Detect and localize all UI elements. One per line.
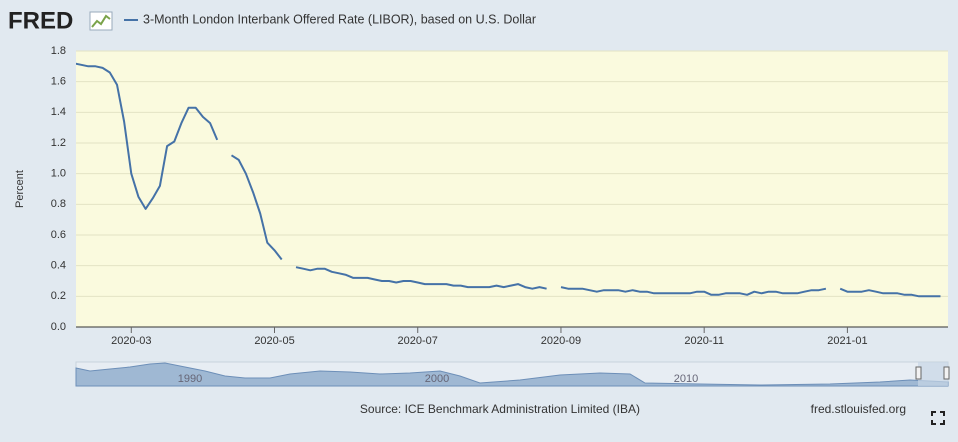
x-tick-label: 2020-11 [684,335,724,347]
y-tick-label: 1.6 [51,76,66,88]
y-tick-label: 0.2 [51,290,66,302]
x-tick-label: 2020-07 [398,335,438,347]
data-line [76,62,941,298]
y-tick-label: 1.0 [51,168,66,180]
y-tick-label: 1.2 [51,137,66,149]
y-tick-label: 0.4 [51,260,66,272]
legend-label: 3-Month London Interbank Offered Rate (L… [143,12,536,26]
y-axis-label: Percent [14,170,26,208]
x-tick-label: 2020-09 [541,335,581,347]
y-tick-label: 1.8 [51,45,66,57]
logo: FRED [8,7,73,34]
fullscreen-icon[interactable] [931,411,945,425]
x-tick-label: 2021-01 [827,335,867,347]
plot-area [76,51,948,327]
source: Source: ICE Benchmark Administration Lim… [360,402,640,416]
site: fred.stlouisfed.org [811,402,906,416]
y-tick-label: 0.8 [51,198,66,210]
navigator-label: 2000 [425,373,449,385]
logo-icon [89,11,113,31]
navigator [75,361,950,387]
y-tick-label: 0.6 [51,229,66,241]
x-tick-label: 2020-03 [111,335,151,347]
y-tick-label: 0.0 [51,321,66,333]
y-tick-label: 1.4 [51,106,66,118]
navigator-label: 1990 [178,373,202,385]
navigator-label: 2010 [674,373,698,385]
x-tick-label: 2020-05 [254,335,294,347]
